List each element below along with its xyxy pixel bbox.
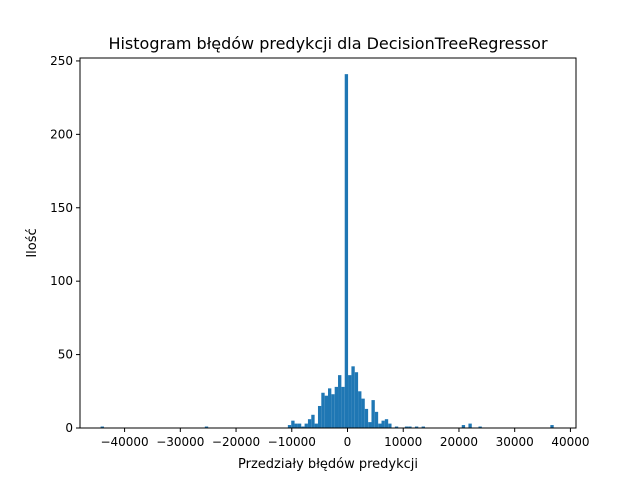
histogram-bar	[368, 422, 372, 428]
histogram-bar	[361, 398, 365, 428]
x-axis-ticks: −40000 −30000 −20000 −10000 0 10000 20000 30000…	[100, 428, 590, 449]
plot-frame	[79, 57, 577, 429]
histogram-bar	[550, 425, 554, 428]
histogram-bar	[287, 425, 292, 428]
chart-title: Histogram błędów predykcji dla DecisionT…	[108, 34, 548, 53]
histogram-bar	[304, 423, 308, 428]
y-tick-label: 250	[50, 54, 73, 68]
y-tick-label: 150	[50, 201, 73, 215]
histogram-bar	[291, 420, 295, 428]
y-tick-label: 200	[50, 127, 73, 141]
y-axis-ticks: 0 50 100 150 200 250	[50, 54, 80, 435]
histogram-bar	[314, 423, 318, 428]
histogram-bar	[388, 423, 392, 428]
x-tick-label: 20000	[440, 435, 478, 449]
histogram-bars	[100, 74, 554, 429]
histogram-bar	[297, 423, 302, 428]
y-tick-label: 50	[58, 348, 73, 362]
x-tick-label: 30000	[496, 435, 534, 449]
histogram-bar	[378, 423, 382, 428]
histogram-bar	[468, 423, 472, 428]
histogram-bar	[404, 426, 409, 428]
histogram-bar	[421, 426, 425, 428]
histogram-bar	[334, 386, 339, 428]
histogram-bar	[294, 423, 298, 428]
histogram-bar	[328, 388, 332, 428]
histogram-bar	[414, 426, 419, 428]
y-axis-label: Ilość	[25, 228, 40, 257]
y-tick-label: 100	[50, 274, 73, 288]
histogram-bar	[321, 392, 325, 428]
histogram-bar	[394, 426, 399, 428]
x-tick-label: 0	[344, 435, 352, 449]
x-tick-label: 40000	[551, 435, 589, 449]
histogram-bar	[408, 426, 412, 428]
histogram-bar	[381, 420, 385, 428]
histogram-bar	[371, 400, 375, 428]
histogram-bar	[348, 375, 352, 428]
x-tick-label: −20000	[212, 435, 260, 449]
histogram-bar	[478, 426, 482, 428]
x-tick-label: −40000	[100, 435, 148, 449]
histogram-bar	[364, 408, 369, 428]
histogram-bar	[301, 426, 305, 428]
histogram-bar	[354, 372, 359, 428]
histogram-bar	[311, 414, 315, 428]
histogram-bar	[307, 419, 312, 428]
histogram-bar	[461, 425, 466, 428]
histogram-bar	[374, 411, 379, 428]
histogram-bar	[317, 405, 322, 428]
histogram-bar	[338, 375, 342, 428]
histogram-bar	[351, 366, 355, 428]
histogram-bar	[324, 395, 328, 428]
histogram-bar	[100, 426, 104, 428]
histogram-bar	[358, 391, 362, 428]
x-axis-label: Przedziały błędów predykcji	[238, 457, 418, 472]
histogram-bar	[204, 426, 209, 428]
x-tick-label: −30000	[156, 435, 204, 449]
y-tick-label: 0	[65, 421, 73, 435]
histogram-bar	[344, 74, 349, 429]
histogram-bar	[331, 394, 335, 428]
histogram-bar	[384, 419, 389, 428]
histogram-bar	[341, 386, 345, 428]
x-tick-label: −10000	[268, 435, 316, 449]
x-tick-label: 10000	[384, 435, 422, 449]
